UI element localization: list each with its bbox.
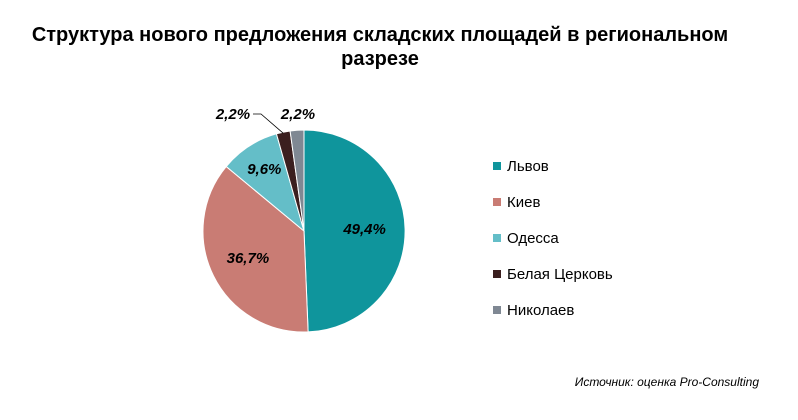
legend-item: Николаев <box>493 292 713 328</box>
data-label-4: 2,2% <box>215 106 250 123</box>
pie-slice-2 <box>202 165 309 333</box>
legend-item: Одесса <box>493 220 713 256</box>
legend-item: Киев <box>493 184 713 220</box>
legend-item: Львов <box>493 148 713 184</box>
legend-label: Львов <box>507 157 549 175</box>
pie-slice-5 <box>289 129 305 232</box>
legend-swatch <box>493 162 501 170</box>
legend-swatch <box>493 270 501 278</box>
legend-label: Николаев <box>507 301 575 319</box>
source-note: Источник: оценка Pro-Consulting <box>574 375 759 389</box>
chart-title: Структура нового предложения складских п… <box>31 24 729 70</box>
legend-swatch <box>493 234 501 242</box>
legend-swatch <box>493 306 501 314</box>
legend-item: Белая Церковь <box>493 256 713 292</box>
legend-label: Белая Церковь <box>507 265 613 283</box>
legend: Львов Киев Одесса Белая Церковь Николаев <box>493 148 713 328</box>
legend-label: Одесса <box>507 229 559 247</box>
legend-label: Киев <box>507 193 541 211</box>
legend-swatch <box>493 198 501 206</box>
data-label-3: 9,6% <box>247 161 281 178</box>
data-label-1: 49,4% <box>342 221 386 238</box>
data-label-5: 2,2% <box>280 106 315 123</box>
leader-line-4 <box>253 113 284 134</box>
pie-slice-1 <box>303 129 406 333</box>
data-label-2: 36,7% <box>227 250 270 267</box>
